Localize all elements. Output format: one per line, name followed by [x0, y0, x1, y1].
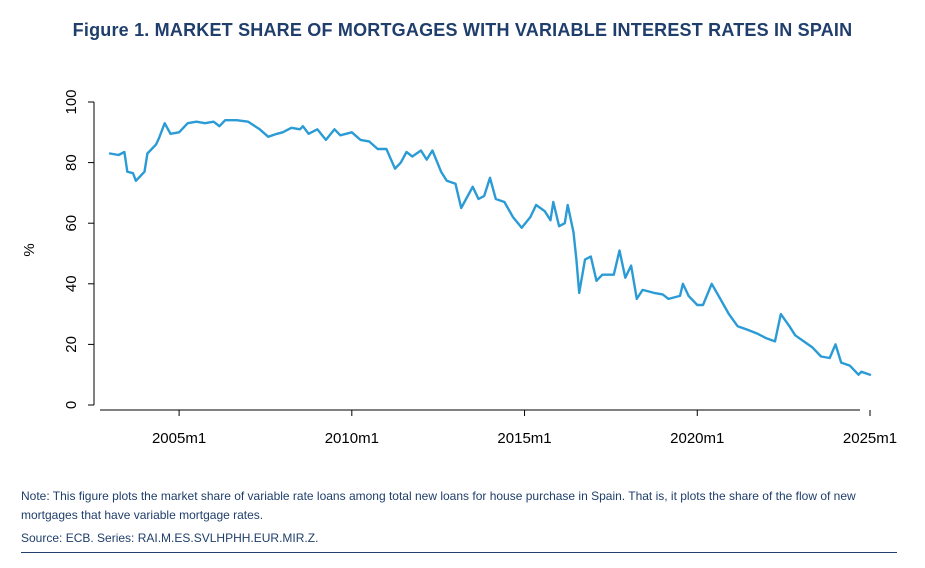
y-tick-label: 100 — [63, 89, 80, 114]
y-tick-label: 20 — [63, 336, 80, 353]
chart-axes: 0 20 40 60 80 100 2005m1 2010m1 2015m1 2020m1 2025… — [21, 89, 897, 447]
figure-source: Source: ECB. Series: RAI.M.ES.SVLHPHH.EU… — [21, 531, 319, 545]
x-tick-label: 2020m1 — [670, 430, 724, 447]
divider — [21, 552, 897, 553]
y-tick-label: 80 — [63, 154, 80, 171]
plot-area — [108, 119, 872, 376]
y-tick-label: 40 — [63, 275, 80, 292]
figure-note: Note: This figure plots the market share… — [21, 489, 856, 522]
line-chart: 0 20 40 60 80 100 2005m1 2010m1 2015m1 2020m1 2025… — [21, 89, 897, 447]
y-axis-label: % — [21, 243, 38, 256]
series-line — [108, 119, 872, 376]
x-tick-label: 2015m1 — [497, 430, 551, 447]
x-tick-label: 2025m1 — [843, 430, 897, 447]
figure-title: Figure 1. MARKET SHARE OF MORTGAGES WITH… — [72, 20, 853, 40]
y-tick-label: 60 — [63, 215, 80, 232]
x-tick-label: 2010m1 — [325, 430, 379, 447]
x-tick-label: 2005m1 — [152, 430, 206, 447]
y-tick-label: 0 — [63, 401, 80, 409]
